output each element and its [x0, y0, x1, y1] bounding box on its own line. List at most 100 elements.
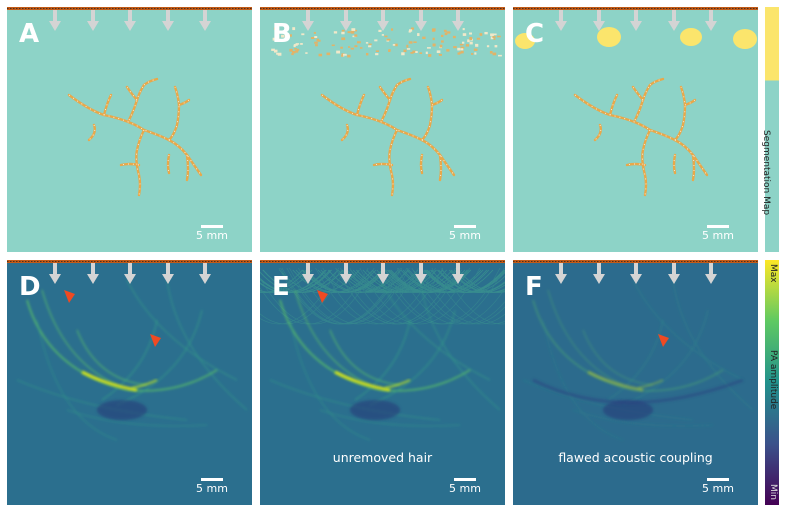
pa-colorbar-max-label: Max [768, 264, 778, 283]
pa-bright-vessel [334, 370, 391, 392]
scale-bar-a: 5 mm [192, 225, 232, 242]
hair-speckle [460, 48, 464, 51]
pa-dark-region [603, 400, 653, 420]
pa-arc [166, 279, 248, 411]
pa-arc [672, 279, 754, 411]
hair-speckle [469, 41, 473, 45]
vessel-segment [119, 162, 141, 167]
hair-speckle [465, 44, 470, 47]
vessel-speckle [674, 139, 708, 176]
pa-colorbar [765, 260, 779, 505]
vessel-segment [672, 153, 677, 175]
vessel-segment [625, 162, 647, 167]
vessel-speckle [594, 124, 602, 141]
arrow-down-icon [87, 263, 99, 284]
pa-colorbar-min-label: Min [768, 484, 778, 500]
hair-speckle [493, 38, 496, 40]
hair-artifact-wave [322, 267, 443, 325]
hair-speckle [388, 49, 391, 51]
segmentation-map-a [7, 7, 252, 252]
hair-speckle [497, 54, 502, 57]
hair-artifact-wave [260, 267, 375, 325]
hair-speckle [277, 37, 280, 41]
vessel-speckle [684, 99, 696, 106]
hair-speckle [291, 53, 294, 56]
hair-speckle [441, 40, 444, 43]
scale-bar-d: 5 mm [192, 478, 232, 495]
hair-speckle [333, 31, 338, 34]
hair-speckle [446, 49, 450, 52]
hair-speckle [348, 46, 351, 48]
hair-speckle [310, 36, 315, 40]
arrow-down-icon [452, 263, 464, 284]
pa-arc [269, 379, 441, 421]
pa-background [513, 260, 758, 505]
panel-e: E unremoved hair 5 mm [260, 260, 505, 505]
hair-speckle [462, 28, 465, 31]
pa-bright-vessel [131, 379, 158, 389]
hair-speckle [295, 43, 300, 45]
pa-arc [532, 299, 724, 392]
pa-arc [41, 289, 118, 386]
hair-artifact-arc [437, 269, 505, 293]
pa-arc [582, 329, 654, 386]
vessel-segment [166, 153, 171, 175]
hair-speckle [313, 31, 316, 34]
vessel-speckle [379, 86, 391, 101]
hair-speckle [300, 43, 303, 45]
vessel-speckle [341, 124, 349, 141]
hair-speckle [460, 46, 465, 49]
arrow-down-icon [162, 263, 174, 284]
hair-speckle [406, 44, 409, 48]
vessel-segment [395, 77, 412, 87]
hair-speckle [461, 41, 465, 44]
arrow-down-icon [668, 263, 680, 284]
hair-speckle [432, 37, 435, 41]
arrow-down-icon [630, 263, 642, 284]
hair-speckle [341, 37, 346, 41]
pa-arc [329, 329, 401, 386]
vessel-tree [573, 77, 709, 197]
transducer-strip [260, 7, 505, 10]
hair-speckle [354, 29, 358, 32]
scale-bar-e: 5 mm [445, 478, 485, 495]
hair-speckle [459, 51, 462, 54]
hair-speckle [475, 43, 479, 47]
hair-speckle [365, 42, 369, 44]
arrow-down-icon [340, 263, 352, 284]
vessel-segment [67, 93, 171, 142]
hair-speckle [292, 27, 296, 31]
hair-artifact-arc [424, 269, 505, 293]
hair-speckle [350, 47, 354, 50]
pa-dark-arc [532, 378, 744, 404]
panel-a: A 5 mm [7, 7, 252, 252]
hair-artifact-wave [396, 267, 505, 325]
hair-speckle [406, 48, 411, 50]
hair-artifact-wave [419, 267, 505, 325]
vessel-segment [167, 85, 181, 142]
vessel-segment [102, 93, 113, 117]
hair-speckle [354, 34, 358, 37]
hair-speckle [426, 47, 431, 49]
hair-speckle [297, 48, 300, 51]
hair-blob [733, 29, 757, 49]
hair-speckle [374, 39, 378, 42]
hair-speckle [417, 33, 420, 37]
hair-speckle [375, 53, 379, 56]
hair-speckle [340, 46, 343, 49]
segmentation-background [513, 7, 758, 252]
pa-arc [26, 299, 218, 392]
pa-bright-vessel [637, 379, 664, 389]
arrow-down-icon [705, 263, 717, 284]
pa-arc [607, 319, 664, 401]
hair-speckle [494, 45, 498, 48]
pa-bright-vessel [587, 370, 644, 392]
marker-icon [317, 290, 328, 303]
hair-artifact-wave [289, 267, 410, 325]
arrow-down-icon [377, 10, 389, 31]
pa-arc [632, 279, 744, 381]
hair-speckle [486, 45, 490, 48]
hair-speckle [432, 43, 436, 47]
pa-arc [116, 309, 203, 406]
hair-speckle [471, 53, 474, 55]
